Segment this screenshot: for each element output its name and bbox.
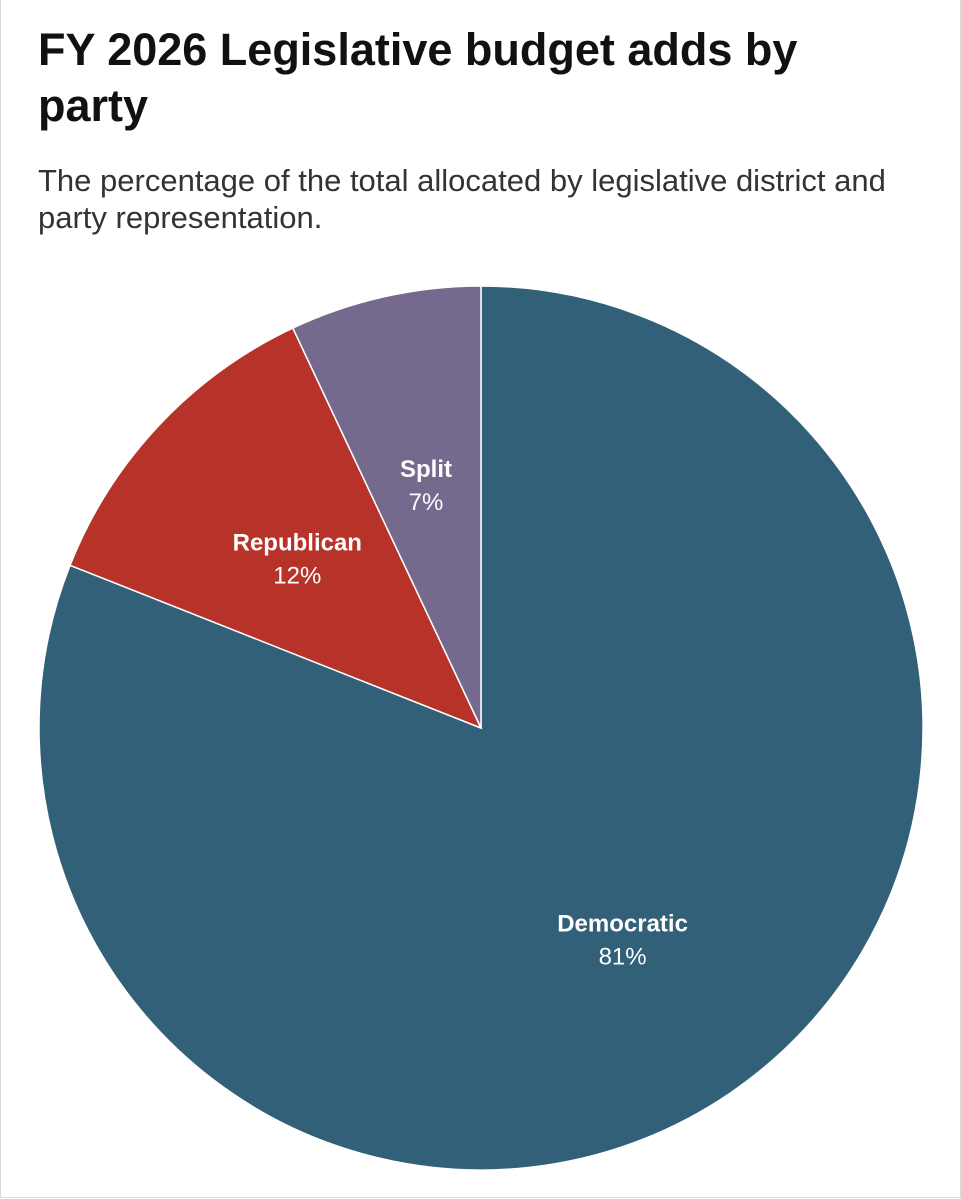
slice-value-democratic: 81% [599, 943, 647, 970]
slice-value-split: 7% [409, 489, 444, 516]
pie-slice-split [291, 285, 482, 729]
slice-label-democratic: Democratic [557, 910, 688, 937]
pie-labels: Democratic 81% Republican 12% Split 7% [233, 456, 688, 970]
slice-value-republican: 12% [273, 563, 321, 590]
slice-label-republican: Republican [233, 530, 362, 557]
slice-label-split: Split [400, 456, 452, 483]
pie-slice-republican [69, 327, 483, 730]
pie-slices [38, 285, 924, 1171]
chart-title: FY 2026 Legislative budget adds by party [38, 24, 798, 131]
chart-subtitle: The percentage of the total allocated by… [38, 163, 886, 235]
